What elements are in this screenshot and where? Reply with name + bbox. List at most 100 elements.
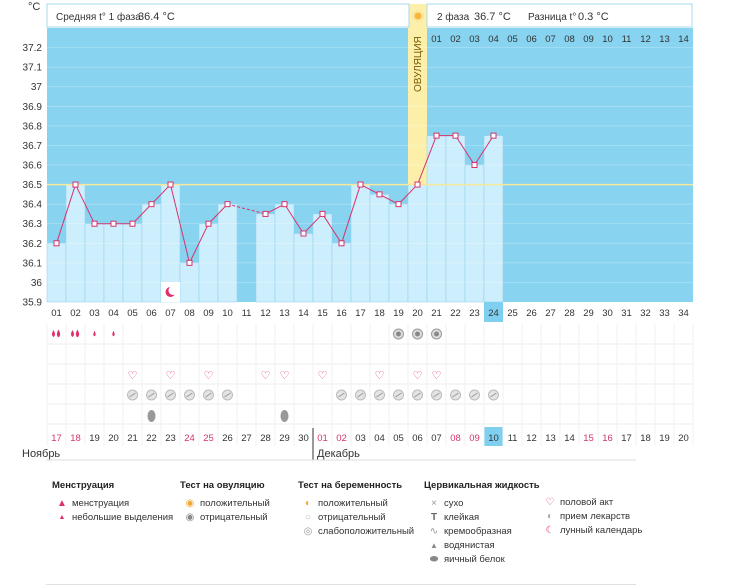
calendar-date-label: 19 (89, 433, 100, 444)
today-date-highlight (484, 427, 503, 446)
temperature-point (319, 210, 326, 217)
y-tick-label: 36 (31, 278, 43, 289)
calendar-date-label: 14 (564, 433, 575, 444)
diff-label: Разница t° (528, 12, 576, 23)
calendar-date-label: 26 (222, 433, 233, 444)
temperature-bar (483, 135, 504, 303)
temperature-bar (255, 213, 276, 303)
calendar-date-label: 16 (602, 433, 613, 444)
phase1-label: Средняя t° 1 фаза (56, 11, 141, 23)
cycle-day-label: 26 (526, 308, 537, 319)
pill-line (224, 392, 231, 398)
cycle-day-label: 03 (89, 308, 100, 319)
heart-icon: ♡ (545, 496, 555, 508)
ovulation-negative-dot (396, 331, 401, 337)
spotting-icon: ▲ (58, 513, 66, 521)
cycle-day-label: 10 (222, 308, 233, 319)
temperature-bar (369, 194, 390, 303)
cycle-day-label: 16 (336, 308, 347, 319)
cycle-day-label: 05 (127, 308, 138, 319)
pill-line (167, 392, 174, 398)
luteal-day-label: 06 (526, 34, 537, 45)
y-tick-label: 36.2 (23, 239, 43, 250)
temperature-bar (217, 203, 238, 303)
calendar-date-label: 20 (108, 433, 119, 444)
cycle-day-label: 33 (659, 308, 670, 319)
luteal-day-label: 07 (545, 34, 556, 45)
legend-ovulation-test: Тест на овуляцию ◉ положительный ◉ отрицат… (180, 480, 270, 523)
calendar-date-label: 21 (127, 433, 138, 444)
calendar-date-label: 27 (241, 433, 252, 444)
calendar-date-label: 10 (488, 433, 499, 444)
luteal-day-label: 05 (507, 34, 518, 45)
calendar-date-label: 29 (279, 433, 290, 444)
temperature-segment (75, 184, 95, 224)
temperature-segment (360, 184, 380, 195)
today-day-highlight (484, 302, 503, 322)
temperature-point (414, 181, 421, 188)
temperature-segment (379, 193, 399, 205)
y-tick-label: 36.7 (23, 141, 43, 152)
temperature-segment (341, 184, 361, 244)
calendar-date-label: 06 (412, 433, 423, 444)
pill-line (338, 392, 345, 398)
pill-line (148, 392, 155, 398)
calendar-date-label: 05 (393, 433, 404, 444)
y-tick-label: 36.6 (23, 161, 43, 172)
pill-line (186, 392, 193, 398)
cycle-day-label: 20 (412, 308, 423, 319)
creamy-icon: ∿ (429, 525, 439, 537)
cycle-day-label: 18 (374, 308, 385, 319)
cycle-day-label: 09 (203, 308, 214, 319)
heart-icon: ♡ (166, 370, 176, 382)
temperature-point (167, 181, 174, 188)
temperature-segment (189, 223, 209, 264)
heart-icon: ♡ (204, 370, 214, 382)
phase1-value: 36.4 °C (138, 11, 175, 23)
y-tick-label: 36.3 (23, 219, 43, 230)
moon-cutout (168, 286, 178, 295)
temperature-point (224, 201, 231, 208)
calendar-date-label: 17 (621, 433, 632, 444)
calendar-date-label: 01 (317, 433, 328, 444)
calendar-date-label: 24 (184, 433, 195, 444)
pill-line (490, 392, 497, 398)
cycle-day-label: 13 (279, 308, 290, 319)
cycle-day-label: 12 (260, 308, 271, 319)
heart-icon: ♡ (261, 370, 271, 382)
ovulation-negative-dot (434, 331, 439, 337)
cycle-day-label: 14 (298, 308, 309, 319)
temperature-point (433, 132, 440, 139)
temperature-segment (322, 213, 342, 244)
calendar-date-label: 08 (450, 433, 461, 444)
cycle-day-label: 24 (488, 308, 499, 319)
temperature-point (91, 220, 98, 227)
calendar-date-label: 07 (431, 433, 442, 444)
pill-line (471, 392, 478, 398)
luteal-day-label: 12 (640, 34, 651, 45)
calendar-date-label: 17 (51, 433, 62, 444)
temperature-segment (474, 135, 494, 166)
pregnancy-negative-icon: ○ (304, 511, 312, 523)
calendar-date-label: 22 (146, 433, 157, 444)
pill-line (414, 392, 421, 398)
temperature-point (262, 210, 269, 217)
temperature-bar (46, 243, 67, 303)
temperature-bar (274, 203, 295, 303)
temperature-gap-segment (227, 203, 266, 215)
temperature-bar (464, 164, 485, 303)
legend-other: ♡ половой акт ◐ прием лекарств ☾ лунный кал… (540, 495, 643, 537)
y-unit: °C (28, 1, 40, 13)
cycle-day-label: 25 (507, 308, 518, 319)
egg-white-icon: ⬬ (429, 553, 439, 565)
phase2-label: 2 фаза (437, 11, 470, 23)
cycle-day-label: 15 (317, 308, 328, 319)
phase1-box (46, 3, 410, 28)
temperature-bar (426, 135, 447, 303)
cycle-day-label: 21 (431, 308, 442, 319)
y-tick-label: 36.8 (23, 121, 43, 132)
cycle-day-label: 01 (51, 308, 62, 319)
ovulation-negative-dot (415, 331, 420, 337)
luteal-day-label: 08 (564, 34, 575, 45)
